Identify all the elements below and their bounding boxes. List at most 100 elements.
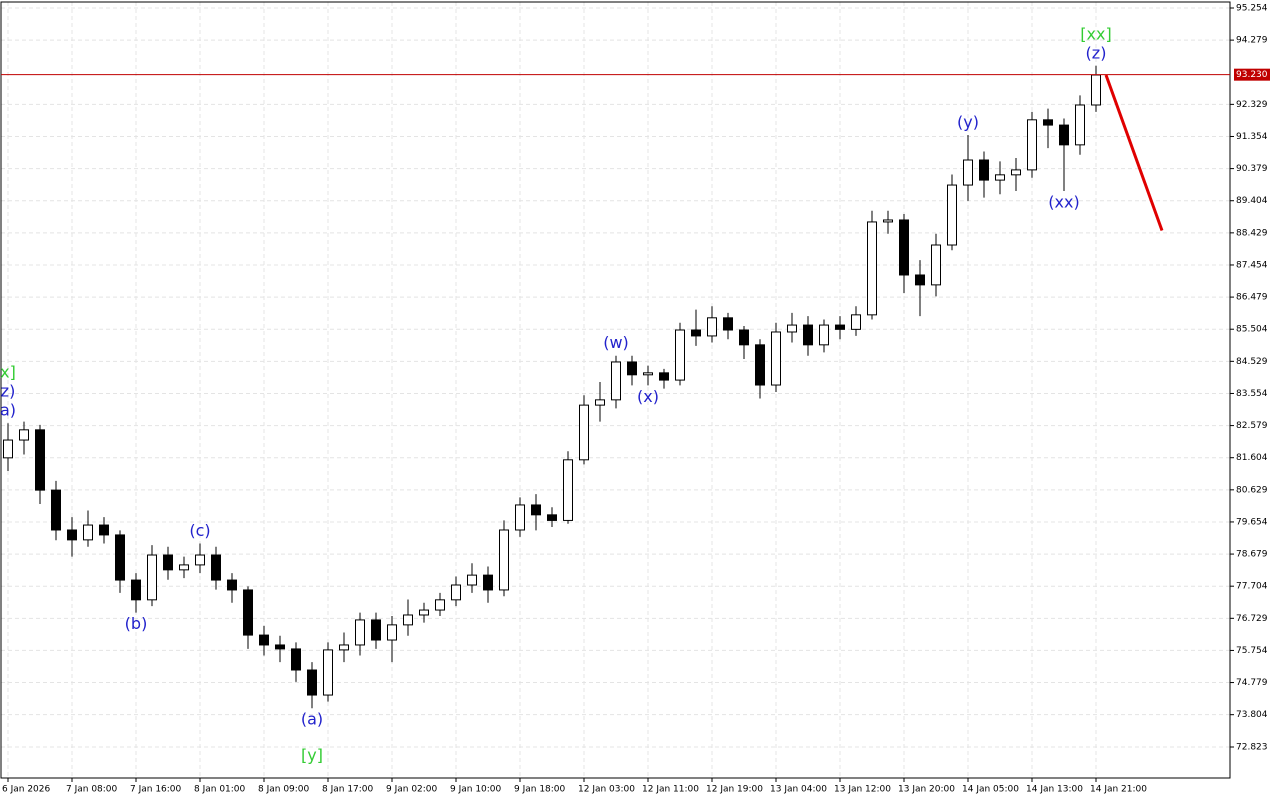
wave-label: [y] <box>301 746 323 765</box>
wave-label: z) <box>1 382 16 401</box>
y-tick-label: 84.529 <box>1236 357 1268 367</box>
candle-body <box>915 274 925 286</box>
candle-body <box>851 314 861 330</box>
x-tick-label: 12 Jan 03:00 <box>578 785 635 795</box>
y-tick-label: 79.654 <box>1236 517 1268 527</box>
y-tick-label: 91.354 <box>1236 132 1268 142</box>
candle-body <box>99 524 109 536</box>
price-label: 93.230 <box>1236 70 1268 80</box>
x-tick-label: 13 Jan 20:00 <box>898 785 955 795</box>
y-tick-label: 73.804 <box>1236 710 1268 720</box>
candle-body <box>339 644 349 651</box>
candle-body <box>595 399 605 406</box>
candle-body <box>787 324 797 333</box>
y-tick-label: 80.629 <box>1236 485 1268 495</box>
candle-body <box>307 669 317 696</box>
candle-body <box>179 564 189 571</box>
candle-body <box>1059 124 1069 146</box>
candle-body <box>1075 104 1085 146</box>
x-tick-label: 9 Jan 18:00 <box>514 785 566 795</box>
candle-body <box>1011 169 1021 176</box>
candle-body <box>355 619 365 646</box>
candle-body <box>995 174 1005 181</box>
x-tick-label: 14 Jan 21:00 <box>1090 785 1147 795</box>
y-tick-label: 82.579 <box>1236 421 1268 431</box>
x-tick-label: 14 Jan 05:00 <box>962 785 1019 795</box>
candle-body <box>387 624 397 641</box>
candle-body <box>883 219 893 223</box>
candle-body <box>627 361 637 376</box>
candle-body <box>227 579 237 591</box>
candle-body <box>195 554 205 566</box>
candle-body <box>19 429 29 441</box>
candle-body <box>1091 74 1101 106</box>
candle-body <box>579 404 589 461</box>
y-tick-label: 74.779 <box>1236 678 1268 688</box>
wave-label: a) <box>0 401 16 420</box>
y-tick-label: 77.704 <box>1236 582 1268 592</box>
y-tick-label: 72.823 <box>1236 742 1268 752</box>
candle-body <box>659 372 669 381</box>
x-tick-label: 7 Jan 08:00 <box>66 785 118 795</box>
candle-body <box>115 534 125 581</box>
forecast-line <box>1104 74 1164 232</box>
y-tick-label: 78.679 <box>1236 550 1268 560</box>
grid <box>1 2 1230 778</box>
x-tick-label: 7 Jan 16:00 <box>130 785 182 795</box>
price-label-box <box>1234 68 1270 81</box>
x-tick-label: 14 Jan 13:00 <box>1026 785 1083 795</box>
candle-body <box>515 504 525 531</box>
y-tick-label: 75.754 <box>1236 646 1268 656</box>
y-tick-label: 87.454 <box>1236 260 1268 270</box>
candle-body <box>499 529 509 591</box>
candle-body <box>67 529 77 541</box>
wave-label: (w) <box>603 333 629 352</box>
y-tick-label: 86.479 <box>1236 293 1268 303</box>
candle-body <box>451 584 461 601</box>
x-tick-label: 9 Jan 02:00 <box>386 785 438 795</box>
candle-body <box>35 429 45 491</box>
candle-body <box>547 514 557 521</box>
candle-body <box>803 324 813 346</box>
wave-label: (b) <box>125 614 148 633</box>
wave-label: (y) <box>957 112 979 131</box>
candle-body <box>531 504 541 516</box>
candle-body <box>467 574 477 586</box>
wave-label: (xx) <box>1048 192 1079 211</box>
candle-body <box>1027 119 1037 171</box>
candle-body <box>323 649 333 696</box>
candle-body <box>931 244 941 286</box>
wave-label: [xx] <box>1080 24 1111 43</box>
x-tick-label: 6 Jan 2026 <box>2 785 50 795</box>
x-tick-label: 13 Jan 04:00 <box>770 785 827 795</box>
y-tick-label: 94.279 <box>1236 36 1268 46</box>
marks <box>3 65 1101 709</box>
candle-body <box>755 344 765 386</box>
candle-body <box>163 554 173 571</box>
candle-body <box>435 599 445 611</box>
x-tick-label: 12 Jan 11:00 <box>642 785 699 795</box>
candle-body <box>51 489 61 531</box>
candle-body <box>947 184 957 246</box>
candle-body <box>963 159 973 186</box>
x-tick-label: 9 Jan 10:00 <box>450 785 502 795</box>
candle-body <box>131 579 141 601</box>
x-tick-label: 12 Jan 19:00 <box>706 785 763 795</box>
wave-label: (x) <box>637 387 659 406</box>
candle-body <box>3 439 13 459</box>
candle-body <box>371 619 381 641</box>
candle-body <box>675 329 685 381</box>
candle-body <box>83 524 93 541</box>
candle-body <box>691 329 701 337</box>
plot-frame <box>0 1 1231 779</box>
wave-label: (c) <box>189 521 210 540</box>
wave-label: (a) <box>301 710 323 729</box>
y-tick-label: 88.429 <box>1236 228 1268 238</box>
wave-label: x] <box>0 363 16 382</box>
x-tick-label: 8 Jan 01:00 <box>194 785 246 795</box>
candle-body <box>723 317 733 331</box>
candle-body <box>899 219 909 276</box>
candle-body <box>1043 119 1053 126</box>
candle-body <box>483 574 493 591</box>
